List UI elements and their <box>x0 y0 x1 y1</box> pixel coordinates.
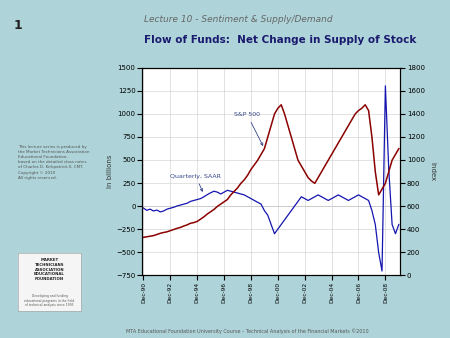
Text: Quarterly, SAAR: Quarterly, SAAR <box>170 173 221 191</box>
Text: S&P 500: S&P 500 <box>234 112 263 145</box>
Y-axis label: In billions: In billions <box>108 155 113 188</box>
Text: Developing and funding
educational programs in the field
of technical analysis s: Developing and funding educational progr… <box>24 294 75 307</box>
Text: This lecture series is produced by
the Market Technicians Association
Educationa: This lecture series is produced by the M… <box>18 145 90 180</box>
Text: Flow of Funds:  Net Change in Supply of Stock: Flow of Funds: Net Change in Supply of S… <box>144 35 416 46</box>
Text: MARKET
TECHNICIANS
ASSOCIATION
EDUCATIONAL
FOUNDATION: MARKET TECHNICIANS ASSOCIATION EDUCATION… <box>34 258 65 282</box>
Y-axis label: Index: Index <box>430 162 436 181</box>
Text: MTA Educational Foundation University Course – Technical Analysis of the Financi: MTA Educational Foundation University Co… <box>126 328 369 334</box>
Text: Lecture 10 - Sentiment & Supply/Demand: Lecture 10 - Sentiment & Supply/Demand <box>144 15 333 24</box>
Text: 1: 1 <box>14 19 22 31</box>
